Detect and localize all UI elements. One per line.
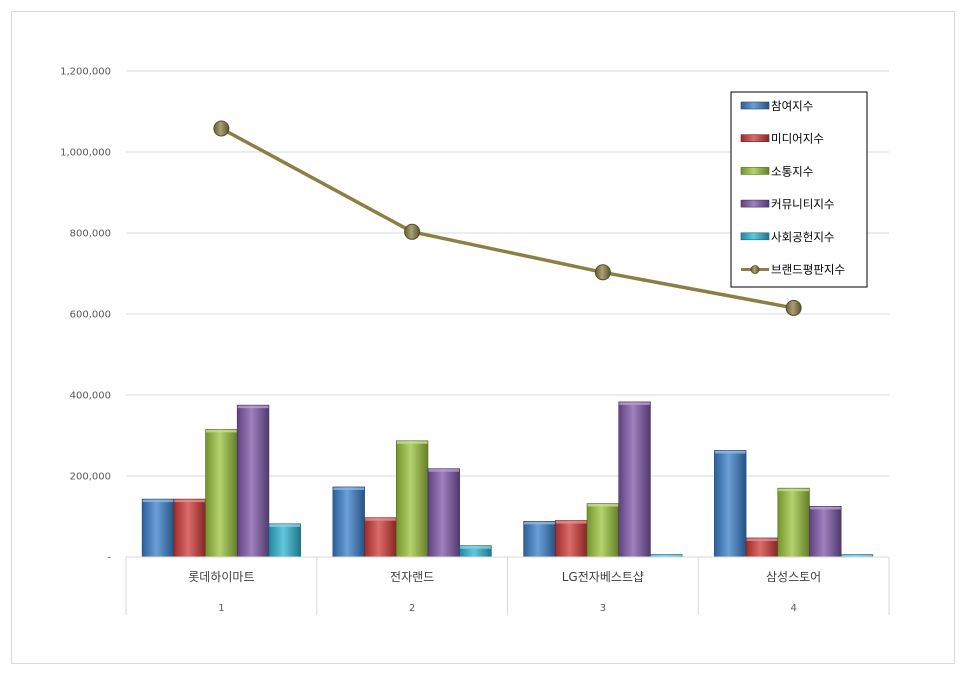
category-label: 삼성스토어 [766, 570, 821, 584]
legend-swatch [740, 101, 770, 110]
bar-top-highlight [396, 441, 428, 444]
bar [364, 517, 397, 558]
bar-top-highlight [428, 469, 460, 472]
bar-top-highlight [619, 402, 650, 405]
bars [141, 401, 874, 558]
y-tick-label: 1,000,000 [60, 148, 111, 159]
legend-label: 브랜드평판지수 [771, 263, 845, 277]
bar [141, 498, 175, 558]
bar-top-highlight [746, 538, 778, 541]
line-path [220, 126, 794, 310]
category-index-label: 3 [600, 603, 606, 614]
category-label: LG전자베스트샵 [562, 570, 644, 584]
bar [173, 498, 206, 558]
bar [555, 520, 588, 558]
category-index-label: 1 [218, 603, 224, 614]
bar-top-highlight [714, 450, 746, 454]
legend-label: 사회공헌지수 [771, 230, 834, 244]
bar [777, 487, 810, 558]
bar [268, 523, 301, 558]
bar [618, 401, 651, 558]
legend-swatch [740, 134, 770, 142]
y-tick-label: 1,200,000 [60, 67, 111, 78]
y-tick-label: 400,000 [70, 391, 111, 402]
y-tick-label: - [107, 553, 111, 564]
legend-swatch [740, 199, 770, 208]
bar-top-highlight [174, 499, 206, 503]
bar [714, 450, 747, 558]
bar-top-highlight [237, 405, 269, 409]
bar-top-highlight [206, 429, 237, 433]
legend-label: 참여지수 [771, 99, 813, 113]
bar [523, 521, 556, 558]
bar-top-highlight [650, 555, 682, 558]
bar-top-highlight [778, 488, 809, 492]
bar-top-highlight [460, 546, 491, 549]
y-axis-ticks: - 200,000 400,000 600,000 800,000 1,000,000 1,… [60, 67, 111, 564]
bar [395, 440, 429, 558]
category-label: 전자랜드 [390, 570, 434, 584]
bar-top-highlight [365, 518, 396, 521]
bar-top-highlight [809, 506, 841, 510]
y-tick-label: 200,000 [70, 472, 111, 483]
line-series [213, 120, 802, 316]
bar [427, 468, 460, 558]
legend-swatch [740, 232, 770, 241]
bar-top-highlight [841, 555, 873, 558]
line-marker [213, 120, 230, 137]
line-marker [594, 264, 611, 281]
bar-top-highlight [269, 524, 301, 527]
y-tick-label: 800,000 [70, 229, 111, 240]
legend-marker [750, 265, 760, 274]
bar-top-highlight [524, 521, 555, 525]
legend-label: 소통지수 [771, 164, 813, 178]
bar-top-highlight [555, 521, 587, 524]
bar-top-highlight [333, 487, 365, 490]
category-index-label: 4 [790, 603, 796, 614]
bar [586, 503, 620, 558]
line-marker [404, 223, 421, 240]
bar [809, 506, 842, 558]
bar-top-highlight [587, 504, 619, 507]
bar-top-highlight [142, 499, 174, 503]
legend-label: 미디어지수 [771, 132, 824, 146]
line-marker [785, 299, 802, 316]
legend-swatch [740, 167, 770, 175]
category-label: 롯데하이마트 [188, 570, 254, 584]
bar [332, 486, 365, 558]
legend-label: 커뮤니티지수 [771, 197, 834, 211]
bar [236, 404, 270, 558]
y-tick-label: 600,000 [70, 310, 111, 321]
bar [205, 429, 238, 558]
x-axis: 롯데하이마트 1 전자랜드 2 LG전자베스트샵 3 삼성스토어 4 [125, 556, 890, 615]
legend-box [730, 91, 868, 288]
category-index-label: 2 [409, 603, 415, 614]
